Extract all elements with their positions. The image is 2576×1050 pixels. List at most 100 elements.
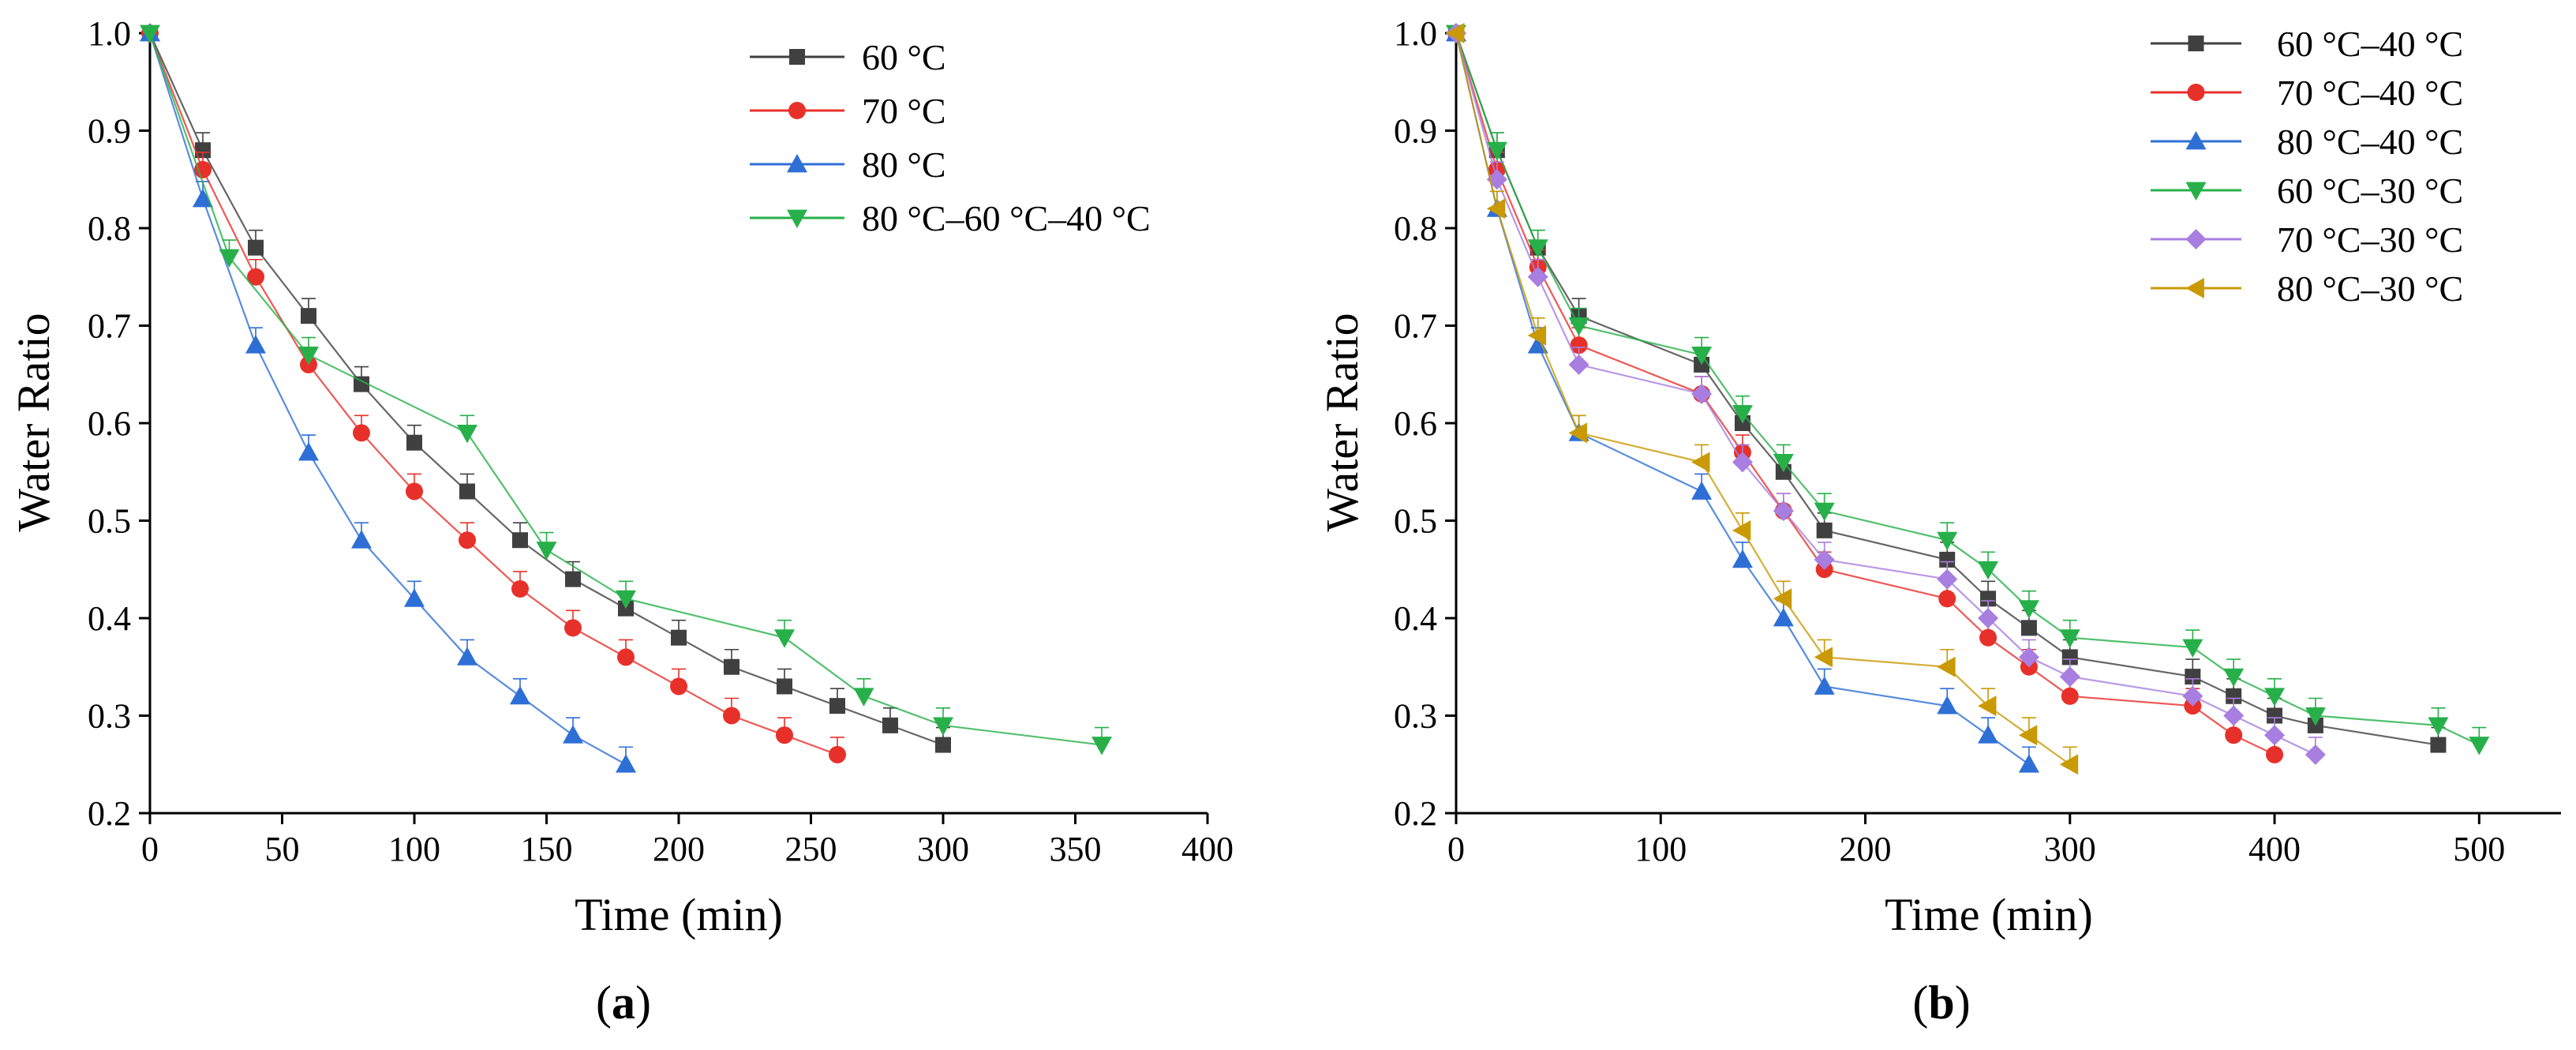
- data-point: [193, 188, 213, 208]
- data-point: [1773, 588, 1792, 609]
- data-point: [2225, 726, 2243, 744]
- data-point: [2020, 620, 2037, 636]
- series-b-2: [1447, 24, 2284, 763]
- chart-panel-b: 0 100 200 300 400 500 0.2 0.3 0.4 0.5 0.6 0.7 0.8 0.9…: [1316, 14, 2561, 1029]
- data-point: [1486, 141, 1507, 161]
- data-point: [2430, 737, 2447, 753]
- data-point: [774, 629, 795, 648]
- x-tick-label: 200: [1840, 830, 1892, 868]
- data-point: [616, 754, 636, 773]
- x-tick-label: 500: [2453, 830, 2505, 868]
- data-point: [536, 542, 557, 561]
- x-tick-label: 50: [265, 830, 300, 868]
- y-tick-label: 0.5: [1394, 502, 1437, 541]
- legend-item: 60 °C: [750, 37, 946, 77]
- x-tick-label: 150: [521, 830, 573, 868]
- data-point: [219, 249, 240, 268]
- data-point: [1568, 422, 1587, 444]
- data-point: [1937, 531, 1958, 551]
- data-point: [1979, 628, 1998, 647]
- data-point: [2018, 600, 2039, 619]
- data-point: [1527, 324, 1547, 346]
- y-tick-label: 0.8: [1394, 209, 1437, 248]
- data-point: [2267, 707, 2283, 724]
- x-tick-label: 250: [785, 830, 837, 868]
- x-tick-label: 200: [653, 830, 705, 868]
- data-point: [298, 347, 319, 366]
- data-point: [1691, 347, 1713, 366]
- y-tick-label: 0.6: [88, 404, 131, 443]
- data-point: [1732, 549, 1753, 568]
- data-point: [2059, 754, 2079, 775]
- series-line: [1455, 32, 2480, 746]
- series-line: [1455, 32, 2316, 756]
- data-point: [2428, 717, 2449, 736]
- data-point: [2264, 688, 2286, 707]
- data-point: [1773, 454, 1794, 473]
- data-point: [1938, 590, 1956, 608]
- data-point: [1486, 198, 1506, 219]
- data-point: [829, 698, 845, 714]
- data-point: [353, 424, 370, 442]
- data-point: [1978, 561, 1999, 580]
- data-point: [1570, 336, 1588, 354]
- data-point: [2059, 629, 2080, 648]
- legend-marker: [2187, 84, 2205, 101]
- y-tick-label: 0.7: [1394, 307, 1437, 346]
- data-point: [459, 483, 475, 500]
- y-tick-label: 0.4: [88, 599, 131, 638]
- legend-label: 60 °C–40 °C: [2277, 24, 2463, 64]
- data-point: [406, 482, 423, 501]
- data-point: [457, 647, 477, 666]
- data-point: [245, 335, 266, 354]
- data-point: [1568, 317, 1589, 336]
- data-point: [1939, 551, 1956, 568]
- legend-item: 80 °C–30 °C: [2151, 268, 2463, 309]
- data-point: [933, 717, 953, 736]
- x-axis-title-b: Time (min): [1885, 889, 2093, 940]
- data-point: [1978, 725, 1999, 744]
- data-point: [1773, 501, 1794, 522]
- data-point: [2018, 647, 2039, 668]
- data-point: [853, 688, 874, 707]
- legend-b: 60 °C–40 °C 70 °C–40 °C 80 °C–40 °C 60 °C–3…: [2151, 24, 2463, 309]
- legend-marker: [2188, 36, 2204, 51]
- series-b-4: [1446, 24, 2490, 756]
- data-point: [1691, 481, 1713, 500]
- legend-marker: [787, 154, 807, 173]
- data-point: [301, 308, 316, 324]
- data-point: [510, 685, 530, 705]
- data-point: [2226, 688, 2242, 704]
- series-line: [148, 32, 627, 766]
- series-b-5: [1446, 23, 2326, 765]
- y-tick-label: 0.4: [1394, 599, 1437, 638]
- panel-label-b: (b): [1912, 977, 1970, 1029]
- data-point: [1978, 696, 1997, 717]
- data-point: [457, 424, 477, 444]
- legend-marker: [788, 102, 806, 119]
- x-tick-label: 100: [1634, 830, 1687, 868]
- data-point: [354, 376, 369, 392]
- legend-marker: [2185, 182, 2207, 201]
- y-tick-label: 0.2: [88, 794, 131, 833]
- data-point: [671, 629, 687, 646]
- data-point: [2018, 754, 2039, 773]
- x-axis-title-a: Time (min): [575, 889, 783, 940]
- legend-marker: [787, 209, 807, 228]
- series-a-2: [141, 24, 846, 763]
- data-point: [1980, 591, 1997, 607]
- data-point: [617, 648, 635, 666]
- y-axis-title-b: Water Ratio: [1316, 313, 1368, 531]
- data-point: [670, 677, 687, 696]
- data-point: [248, 239, 264, 256]
- data-point: [351, 530, 372, 549]
- data-point: [2305, 744, 2326, 765]
- data-point: [140, 24, 160, 43]
- legend-marker: [2185, 229, 2207, 249]
- data-point: [2185, 669, 2201, 685]
- y-tick-label: 0.3: [88, 697, 131, 736]
- legend-label: 80 °C–30 °C: [2277, 268, 2463, 309]
- series-b-6: [1446, 23, 2079, 775]
- data-point: [1814, 647, 1833, 668]
